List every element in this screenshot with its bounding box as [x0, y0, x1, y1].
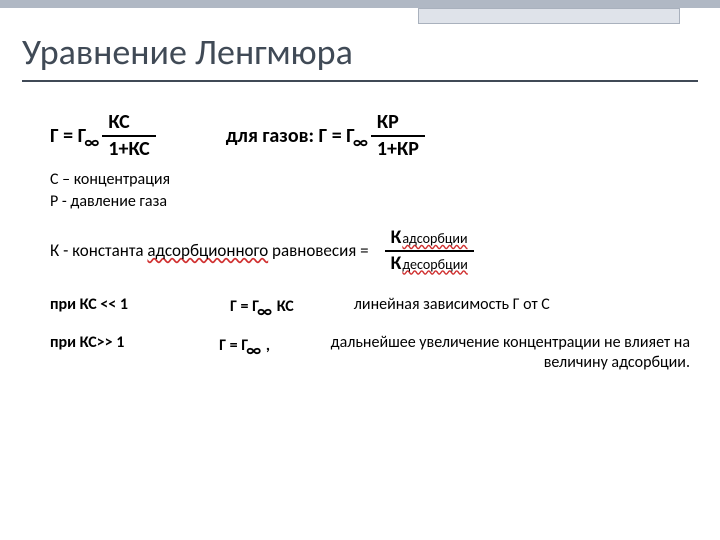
def-k-suffix: равновесия = [268, 240, 368, 261]
case2-lhs: Г = Г [219, 336, 248, 355]
content-region: Г = Г∞ КС 1+КС для газов: Г = Г∞ КР 1+КР… [50, 110, 690, 389]
case2-comma: , [262, 336, 270, 355]
top-stripe [0, 0, 720, 8]
k-fraction: Кадсорбции Кдесорбции [385, 226, 474, 276]
case1-condition: при КС << 1 [50, 295, 170, 315]
def-c: С – концентрация [50, 170, 690, 190]
equation-1: Г = Г∞ КС 1+КС [50, 110, 156, 162]
k-ads-sub: адсорбции [402, 230, 467, 247]
main-equations: Г = Г∞ КС 1+КС для газов: Г = Г∞ КР 1+КР [50, 110, 690, 162]
def-k-row: К - константа адсорбционного равновесия … [50, 226, 690, 276]
accent-box [418, 8, 680, 24]
def-k-text: К - константа адсорбционного равновесия … [50, 240, 369, 261]
eq2-numerator: КР [371, 110, 425, 137]
eq1-lhs: Г = Г [50, 124, 86, 149]
eq2-denominator: 1+КР [371, 137, 425, 162]
eq1-numerator: КС [102, 110, 155, 137]
eq2-lhs: Г = Г [319, 124, 355, 149]
equation-2: для газов: Г = Г∞ КР 1+КР [226, 110, 425, 162]
case1-lhs: Г = Г [230, 297, 259, 316]
infinity-symbol: ∞ [257, 300, 272, 322]
infinity-symbol: ∞ [353, 131, 368, 154]
infinity-symbol: ∞ [84, 131, 99, 154]
case-1: при КС << 1 Г = Г∞ КС линейная зависимос… [50, 294, 690, 317]
def-k-prefix: К - константа [50, 240, 147, 261]
infinity-symbol: ∞ [246, 339, 261, 361]
eq1-fraction: КС 1+КС [102, 110, 155, 162]
gas-label: для газов: [226, 124, 314, 149]
case1-note: линейная зависимость Г от С [354, 295, 550, 315]
eq1-denominator: 1+КС [102, 137, 155, 162]
case2-condition: при КС>> 1 [50, 333, 159, 353]
k-ads: Кадсорбции [385, 226, 474, 252]
case2-eq: Г = Г∞ , [219, 333, 270, 356]
def-p: Р - давление газа [50, 192, 690, 212]
eq2-fraction: КР 1+КР [371, 110, 425, 162]
definitions: С – концентрация Р - давление газа [50, 170, 690, 212]
def-k-word: адсорбционного [147, 240, 268, 261]
k-des: Кдесорбции [385, 252, 474, 276]
k-des-sub: десорбции [402, 256, 467, 273]
k-des-k: К [391, 252, 402, 275]
cases: при КС << 1 Г = Г∞ КС линейная зависимос… [50, 294, 690, 373]
slide-title: Уравнение Ленгмюра [22, 30, 698, 82]
case1-eq: Г = Г∞ КС [230, 294, 294, 317]
case2-note: дальнейшее увеличение концентрации не вл… [330, 333, 690, 373]
case1-tail: КС [273, 297, 294, 316]
k-ads-k: К [391, 226, 402, 249]
case-2: при КС>> 1 Г = Г∞ , дальнейшее увеличени… [50, 333, 690, 373]
slide: Уравнение Ленгмюра Г = Г∞ КС 1+КС для га… [0, 0, 720, 540]
